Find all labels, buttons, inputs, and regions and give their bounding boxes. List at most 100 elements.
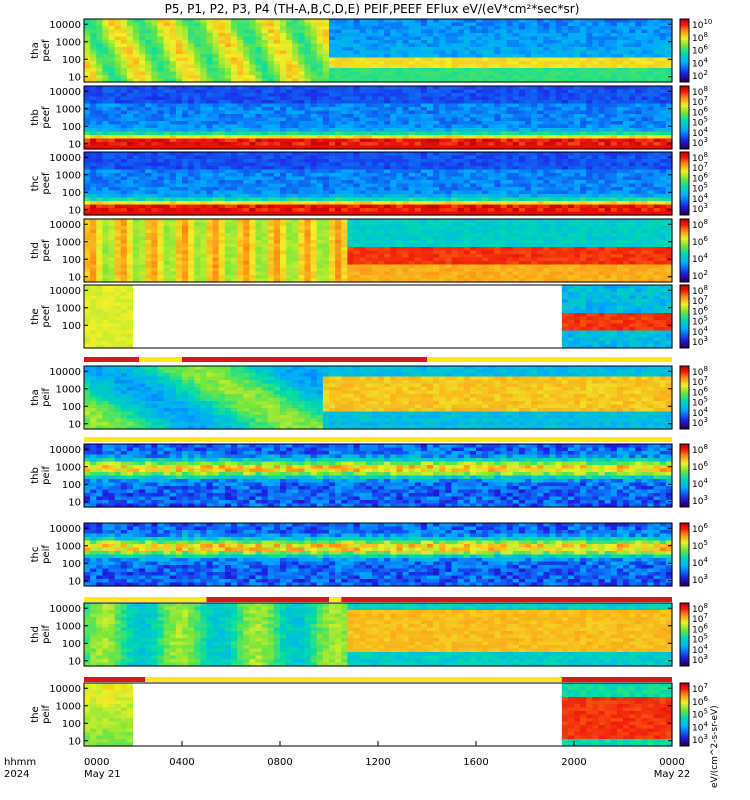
heatmap-cell: [482, 29, 489, 34]
heatmap-cell: [145, 117, 152, 122]
heatmap-cell: [500, 96, 508, 101]
heatmap-cell: [249, 204, 257, 209]
heatmap-cell: [102, 142, 110, 147]
heatmap-cell: [175, 166, 183, 171]
heatmap-cell: [188, 142, 195, 147]
heatmap-cell: [543, 180, 551, 185]
heatmap-cell: [90, 197, 97, 202]
heatmap-cell: [231, 47, 238, 52]
heatmap-cell: [231, 176, 238, 181]
heatmap-cell: [457, 194, 465, 199]
heatmap-cell: [310, 19, 318, 24]
heatmap-cell: [629, 78, 636, 83]
heatmap-cell: [126, 131, 134, 136]
heatmap-cell: [384, 103, 391, 108]
heatmap-cell: [445, 201, 453, 206]
heatmap-cell: [261, 162, 269, 167]
heatmap-cell: [114, 131, 122, 136]
heatmap-cell: [427, 75, 434, 80]
heatmap-cell: [665, 138, 673, 143]
heatmap-cell: [157, 36, 165, 41]
heatmap-cell: [488, 50, 495, 55]
heatmap-cell: [273, 121, 281, 126]
heatmap-cell: [408, 208, 416, 213]
heatmap-cell: [310, 64, 318, 69]
heatmap-cell: [384, 50, 391, 55]
heatmap-cell: [439, 33, 446, 38]
heatmap-cell: [390, 75, 397, 80]
heatmap-cell: [641, 96, 649, 101]
heatmap-cell: [402, 166, 410, 171]
heatmap-cell: [396, 155, 404, 160]
heatmap-cell: [653, 96, 661, 101]
heatmap-cell: [543, 19, 551, 24]
heatmap-cell: [506, 86, 514, 91]
heatmap-cell: [151, 54, 159, 59]
heatmap-cell: [476, 152, 483, 157]
heatmap-cell: [182, 208, 189, 213]
heatmap-cell: [647, 47, 655, 52]
heatmap-cell: [518, 124, 526, 129]
heatmap-cell: [561, 183, 569, 188]
heatmap-cell: [102, 211, 110, 216]
heatmap-cell: [224, 89, 232, 94]
heatmap-cell: [255, 131, 263, 136]
heatmap-cell: [512, 145, 520, 150]
heatmap-cell: [457, 50, 465, 55]
heatmap-cell: [151, 93, 159, 98]
heatmap-cell: [96, 110, 103, 115]
heatmap-cell: [322, 128, 330, 133]
heatmap-cell: [494, 61, 502, 66]
heatmap-cell: [261, 135, 269, 140]
heatmap-cell: [598, 89, 606, 94]
heatmap-cell: [580, 135, 587, 140]
colorbar-frame: [679, 85, 690, 150]
heatmap-cell: [500, 114, 508, 119]
heatmap-cell: [188, 86, 195, 91]
heatmap-cell: [653, 71, 661, 76]
heatmap-cell: [561, 29, 569, 34]
heatmap-cell: [347, 50, 355, 55]
heatmap-cell: [635, 93, 642, 98]
heatmap-cell: [629, 93, 636, 98]
heatmap-cell: [525, 78, 532, 83]
heatmap-cell: [188, 183, 195, 188]
heatmap-cell: [414, 152, 422, 157]
heatmap-cell: [249, 40, 257, 45]
heatmap-cell: [445, 145, 453, 150]
heatmap-cell: [488, 204, 495, 209]
heatmap-cell: [292, 114, 299, 119]
heatmap-cell: [561, 187, 569, 192]
heatmap-cell: [592, 89, 600, 94]
heatmap-cell: [555, 89, 563, 94]
heatmap-cell: [623, 96, 630, 101]
heatmap-cell: [616, 22, 624, 27]
heatmap-cell: [598, 128, 606, 133]
heatmap-cell: [378, 71, 385, 76]
heatmap-cell: [549, 155, 557, 160]
heatmap-cell: [90, 75, 97, 80]
heatmap-cell: [182, 29, 189, 34]
heatmap-cell: [494, 138, 502, 143]
heatmap-cell: [476, 47, 483, 52]
heatmap-cell: [347, 114, 355, 119]
heatmap-cell: [84, 194, 91, 199]
heatmap-cell: [653, 40, 661, 45]
heatmap-cell: [402, 173, 410, 178]
heatmap-cell: [500, 93, 508, 98]
heatmap-cell: [194, 54, 201, 59]
heatmap-cell: [280, 180, 287, 185]
heatmap-cell: [500, 128, 508, 133]
heatmap-cell: [280, 124, 287, 129]
heatmap-cell: [616, 64, 624, 69]
heatmap-cell: [463, 180, 471, 185]
heatmap-cell: [506, 89, 514, 94]
heatmap-cell: [488, 166, 495, 171]
heatmap-cell: [469, 166, 477, 171]
heatmap-cell: [445, 197, 453, 202]
heatmap-cell: [310, 117, 318, 122]
heatmap-cell: [525, 110, 532, 115]
colorbar-step: [680, 21, 689, 24]
heatmap-cell: [224, 110, 232, 115]
heatmap-cell: [451, 26, 459, 31]
